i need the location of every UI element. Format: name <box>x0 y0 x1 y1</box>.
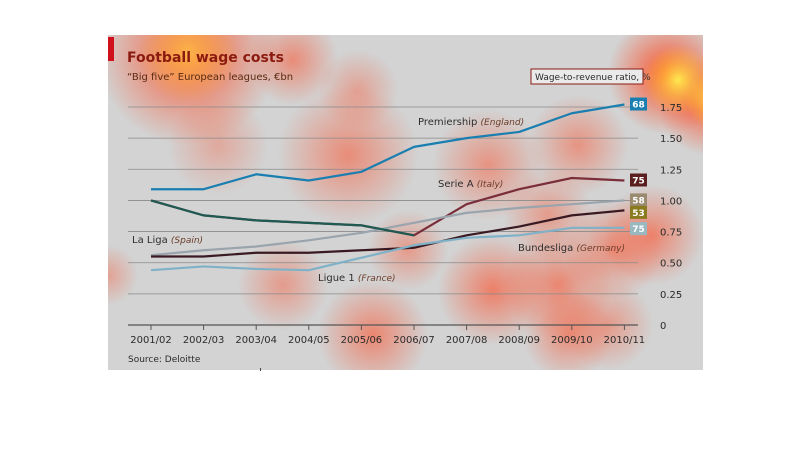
ratio-value: 75 <box>632 225 645 235</box>
y-tick-label: 1.25 <box>660 165 682 176</box>
series-line-teal <box>150 199 415 237</box>
stray-mark <box>260 368 261 371</box>
series-line-serie-a <box>150 176 625 237</box>
x-axis-ticks: 2001/02 2002/03 2003/04 2004/05 2005/06 2006/… <box>130 325 645 346</box>
series-label-serie-a: Serie A (Italy) <box>438 179 503 190</box>
ratio-value: 68 <box>632 101 645 111</box>
x-tick-label: 2003/04 <box>235 335 277 346</box>
line-chart: Football wage costs “Big five” European … <box>108 37 682 365</box>
y-axis-ticks: 0 0.25 0.50 0.75 1.00 1.25 1.50 1.75 <box>660 103 682 332</box>
series-line-premiership <box>151 103 625 191</box>
x-tick-label: 2002/03 <box>183 335 225 346</box>
ratio-legend-box <box>530 68 644 85</box>
ratio-value: 53 <box>632 209 645 219</box>
ratio-value: 58 <box>632 196 645 206</box>
x-tick-label: 2008/09 <box>498 335 540 346</box>
chart-panel: Football wage costs “Big five” European … <box>108 35 703 370</box>
series-label-bundesliga: Bundesliga (Germany) <box>518 243 625 254</box>
series-label-la-liga: La Liga (Spain) <box>132 235 203 246</box>
ratio-legend: Wage-to-revenue ratio, % 68 75 58 53 75 <box>530 68 651 236</box>
x-tick-label: 2005/06 <box>341 335 383 346</box>
y-tick-label: 1.50 <box>660 134 682 145</box>
x-tick-label: 2010/11 <box>604 335 646 346</box>
ratio-box-serie-a <box>630 173 647 187</box>
x-tick-label: 2006/07 <box>393 335 435 346</box>
y-tick-label: 1.75 <box>660 103 682 114</box>
y-tick-label: 0.75 <box>660 228 682 239</box>
chart-title: Football wage costs <box>127 50 284 66</box>
series-label-ligue-1: Ligue 1 (France) <box>318 273 396 284</box>
series-line-ligue-1 <box>150 226 625 272</box>
x-tick-label: 2001/02 <box>130 335 172 346</box>
x-tick-label: 2007/08 <box>446 335 488 346</box>
ratio-value: 75 <box>632 176 645 186</box>
source-note: Source: Deloitte <box>128 355 201 365</box>
series-labels: Premiership (England) Serie A (Italy) Bund… <box>132 117 625 284</box>
y-tick-label: 0.25 <box>660 290 682 301</box>
title-accent-bar <box>108 37 114 61</box>
gridlines <box>128 106 638 326</box>
ratio-legend-title: Wage-to-revenue ratio, % <box>535 73 651 83</box>
ratio-box-bundesliga <box>630 193 647 207</box>
ratio-box-ligue-1 <box>630 222 647 236</box>
ratio-box-la-liga <box>630 205 647 219</box>
x-tick-label: 2009/10 <box>551 335 593 346</box>
x-tick-label: 2004/05 <box>288 335 330 346</box>
series-lines <box>150 103 625 272</box>
series-line-bundesliga <box>150 199 625 257</box>
y-tick-label: 0.50 <box>660 259 682 270</box>
ratio-box-premiership <box>630 97 647 111</box>
chart-subtitle: “Big five” European leagues, €bn <box>127 72 293 83</box>
series-label-premiership: Premiership (England) <box>418 117 524 128</box>
series-line-la-liga <box>151 209 625 258</box>
y-tick-label: 0 <box>660 321 666 332</box>
y-tick-label: 1.00 <box>660 196 682 207</box>
